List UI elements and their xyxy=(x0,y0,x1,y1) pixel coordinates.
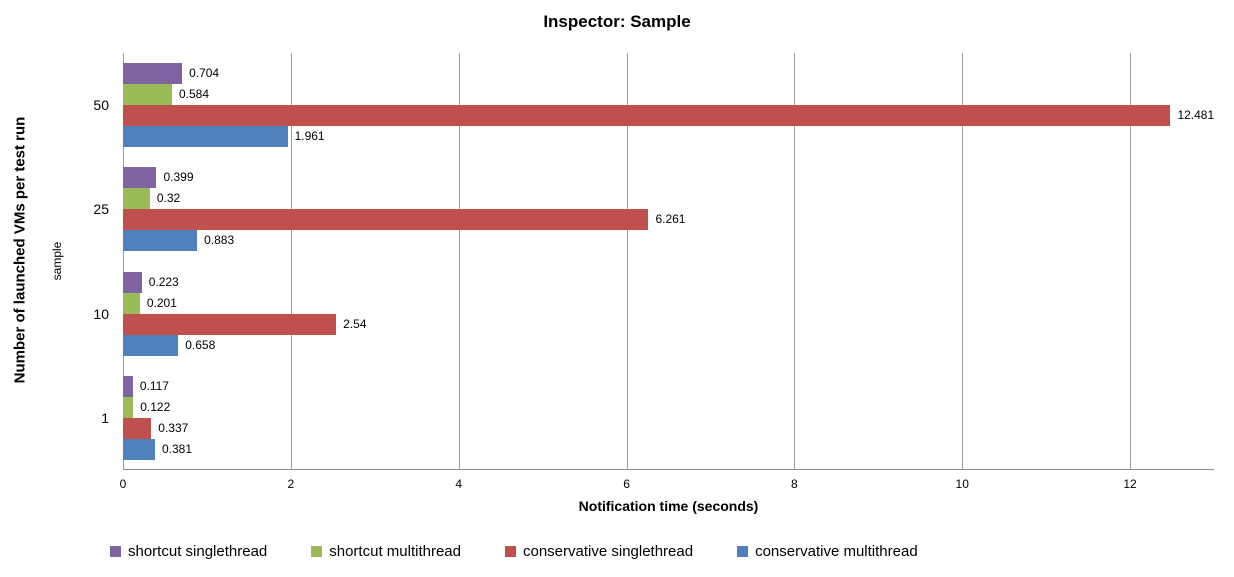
gridline xyxy=(626,53,628,469)
bar-shortcut-multithread-50 xyxy=(123,84,172,106)
bar-shortcut-multithread-25 xyxy=(123,188,150,210)
bar-value-label: 0.658 xyxy=(185,337,216,352)
plot-area: 0 2 4 6 8 10 12 50 0.704 0.584 12.481 1.961 25 0.399 0… xyxy=(93,53,1215,491)
bar-value-label: 12.481 xyxy=(1177,108,1215,123)
category-label-25: 25 xyxy=(93,201,109,218)
bar-conservative-singlethread-1 xyxy=(123,417,152,439)
legend-label: conservative singlethread xyxy=(522,542,694,560)
legend-item: shortcut singlethread xyxy=(110,543,267,560)
legend-label: conservative multithread xyxy=(755,542,918,560)
legend-item: shortcut multithread xyxy=(311,543,461,560)
bar-shortcut-singlethread-10 xyxy=(123,271,142,293)
y-axis-title: Number of launched VMs per test run xyxy=(11,116,29,384)
bar-value-label: 6.261 xyxy=(655,212,686,227)
bar-value-label: 0.399 xyxy=(163,170,194,185)
x-tick-label: 6 xyxy=(623,477,630,491)
bar-value-label: 0.122 xyxy=(140,399,171,414)
x-axis-title: Notification time (seconds) xyxy=(578,498,759,514)
bar-shortcut-multithread-10 xyxy=(123,292,140,314)
x-tick-label: 10 xyxy=(955,477,969,491)
x-tick-label: 12 xyxy=(1123,477,1137,491)
bar-shortcut-singlethread-50 xyxy=(123,63,183,85)
gridline xyxy=(458,53,460,469)
bar-value-label: 0.201 xyxy=(146,295,177,310)
legend-swatch-icon xyxy=(504,545,516,557)
legend-swatch-icon xyxy=(110,545,121,557)
category-label-1: 1 xyxy=(101,409,109,426)
legend-swatch-icon xyxy=(737,545,749,557)
bar-shortcut-multithread-1 xyxy=(123,396,134,418)
legend-label: shortcut singlethread xyxy=(128,542,268,560)
legend-swatch-icon xyxy=(311,545,323,557)
gridline xyxy=(290,53,292,469)
gridline xyxy=(794,53,796,469)
gridline xyxy=(123,53,124,469)
bar-value-label: 0.584 xyxy=(179,87,210,102)
chart-title: Inspector: Sample xyxy=(543,12,691,31)
bar-value-label: 0.704 xyxy=(189,66,220,81)
y-axis-subtitle: sample xyxy=(50,241,64,281)
bar-conservative-multithread-25 xyxy=(123,230,198,252)
bar-shortcut-singlethread-1 xyxy=(123,375,133,397)
x-tick-label: 2 xyxy=(287,477,295,491)
bar-conservative-singlethread-25 xyxy=(123,209,649,231)
bar-conservative-multithread-50 xyxy=(123,126,288,148)
bar-value-label: 0.883 xyxy=(204,233,235,248)
x-tick-label: 4 xyxy=(455,477,463,491)
bar-value-label: 0.117 xyxy=(139,378,169,393)
category-label-10: 10 xyxy=(93,305,109,322)
bar-shortcut-singlethread-25 xyxy=(123,167,157,189)
bar-conservative-singlethread-10 xyxy=(123,313,337,335)
bar-value-label: 0.223 xyxy=(148,274,179,289)
bar-value-label: 0.32 xyxy=(156,191,181,206)
bar-conservative-multithread-10 xyxy=(123,334,179,356)
x-tick-label: 8 xyxy=(791,477,798,491)
category-label-50: 50 xyxy=(93,97,109,114)
gridline xyxy=(1130,53,1132,469)
legend: shortcut singlethread shortcut multithre… xyxy=(110,540,918,562)
bar-value-label: 2.54 xyxy=(343,316,367,331)
legend-item: conservative multithread xyxy=(737,543,918,560)
bar-value-label: 0.381 xyxy=(161,441,192,456)
gridline xyxy=(962,53,964,469)
bar-conservative-multithread-1 xyxy=(123,438,155,460)
bar-value-label: 0.337 xyxy=(158,420,189,435)
legend-item: conservative singlethread xyxy=(504,542,694,560)
bar-conservative-singlethread-50 xyxy=(123,105,1171,127)
legend-label: shortcut multithread xyxy=(329,542,461,560)
bar-value-label: 1.961 xyxy=(294,129,325,144)
x-tick-label: 0 xyxy=(119,477,127,491)
